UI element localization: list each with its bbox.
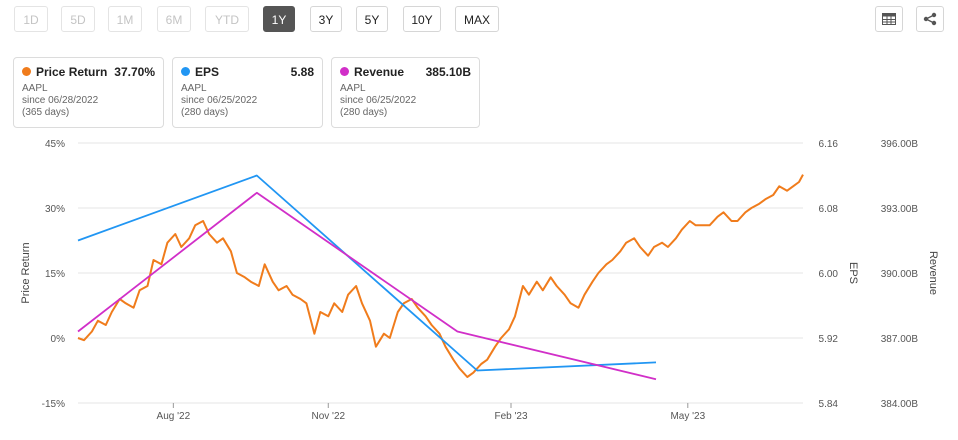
eps-series-line	[77, 174, 657, 372]
legend-days: (280 days)	[181, 107, 229, 118]
eps-dot-icon	[181, 67, 190, 76]
period-button-max[interactable]: MAX	[455, 6, 499, 32]
period-button-3y[interactable]: 3Y	[310, 6, 342, 32]
share-button[interactable]	[916, 6, 944, 32]
eps-tick-label: 6.00	[819, 269, 839, 280]
eps-tick-label: 6.08	[819, 204, 839, 215]
x-tick-label: May '23	[670, 411, 705, 422]
legend-ticker: AAPL	[22, 83, 48, 94]
revenue-tick-label: 387.00B	[881, 334, 919, 345]
legend-since: since 06/25/2022	[340, 95, 417, 106]
revenue-series-line	[77, 191, 657, 381]
legend-since: since 06/28/2022	[22, 95, 99, 106]
period-button-5d[interactable]: 5D	[61, 6, 95, 32]
legend-value: 37.70%	[114, 64, 155, 79]
period-button-1m[interactable]: 1M	[108, 6, 142, 32]
period-button-5y[interactable]: 5Y	[356, 6, 388, 32]
legend-name: EPS	[195, 64, 220, 79]
eps-tick-label: 5.92	[819, 334, 839, 345]
period-button-1y[interactable]: 1Y	[263, 6, 295, 32]
revenue-axis-title: Revenue	[927, 251, 939, 295]
legend-days: (280 days)	[340, 107, 388, 118]
period-button-6m[interactable]: 6M	[157, 6, 191, 32]
left-tick-label: 30%	[45, 204, 65, 215]
eps-axis-title: EPS	[847, 262, 859, 284]
legend-name: Price Return	[36, 64, 108, 79]
revenue-tick-label: 396.00B	[881, 139, 919, 150]
left-tick-label: 0%	[51, 334, 66, 345]
period-button-10y[interactable]: 10Y	[403, 6, 441, 32]
x-tick-label: Nov '22	[311, 411, 345, 422]
revenue-tick-label: 384.00B	[881, 399, 919, 410]
legend-card-eps[interactable]: EPS 5.88 AAPL since 06/25/2022 (280 days…	[172, 57, 323, 128]
period-button-1d[interactable]: 1D	[14, 6, 48, 32]
legend-ticker: AAPL	[340, 83, 366, 94]
legend-value: 385.10B	[425, 64, 471, 79]
legend-name: Revenue	[354, 64, 405, 79]
revenue-dot-icon	[340, 67, 349, 76]
price-return-series-line	[77, 174, 804, 378]
revenue-tick-label: 393.00B	[881, 204, 919, 215]
left-axis-title: Price Return	[20, 242, 32, 303]
share-icon	[923, 12, 937, 26]
legend-days: (365 days)	[22, 107, 70, 118]
left-tick-label: -15%	[42, 399, 65, 410]
eps-tick-label: 6.16	[819, 139, 839, 150]
legend-ticker: AAPL	[181, 83, 207, 94]
period-button-ytd[interactable]: YTD	[205, 6, 249, 32]
left-tick-label: 15%	[45, 269, 65, 280]
legend-since: since 06/25/2022	[181, 95, 258, 106]
x-tick-label: Aug '22	[157, 411, 191, 422]
left-tick-label: 45%	[45, 139, 65, 150]
table-view-button[interactable]	[875, 6, 903, 32]
legend-card-revenue[interactable]: Revenue 385.10B AAPL since 06/25/2022 (2…	[331, 57, 480, 128]
eps-tick-label: 5.84	[819, 399, 839, 410]
legend-card-price-return[interactable]: Price Return 37.70% AAPL since 06/28/202…	[13, 57, 164, 128]
chart-area: 45% 6.16 396.00B 30% 6.08 393.00B 15% 6.00 390.0…	[20, 139, 939, 422]
price-return-dot-icon	[22, 67, 31, 76]
revenue-tick-label: 390.00B	[881, 269, 919, 280]
table-icon	[882, 13, 896, 25]
x-tick-label: Feb '23	[494, 411, 527, 422]
legend-value: 5.88	[290, 64, 314, 79]
